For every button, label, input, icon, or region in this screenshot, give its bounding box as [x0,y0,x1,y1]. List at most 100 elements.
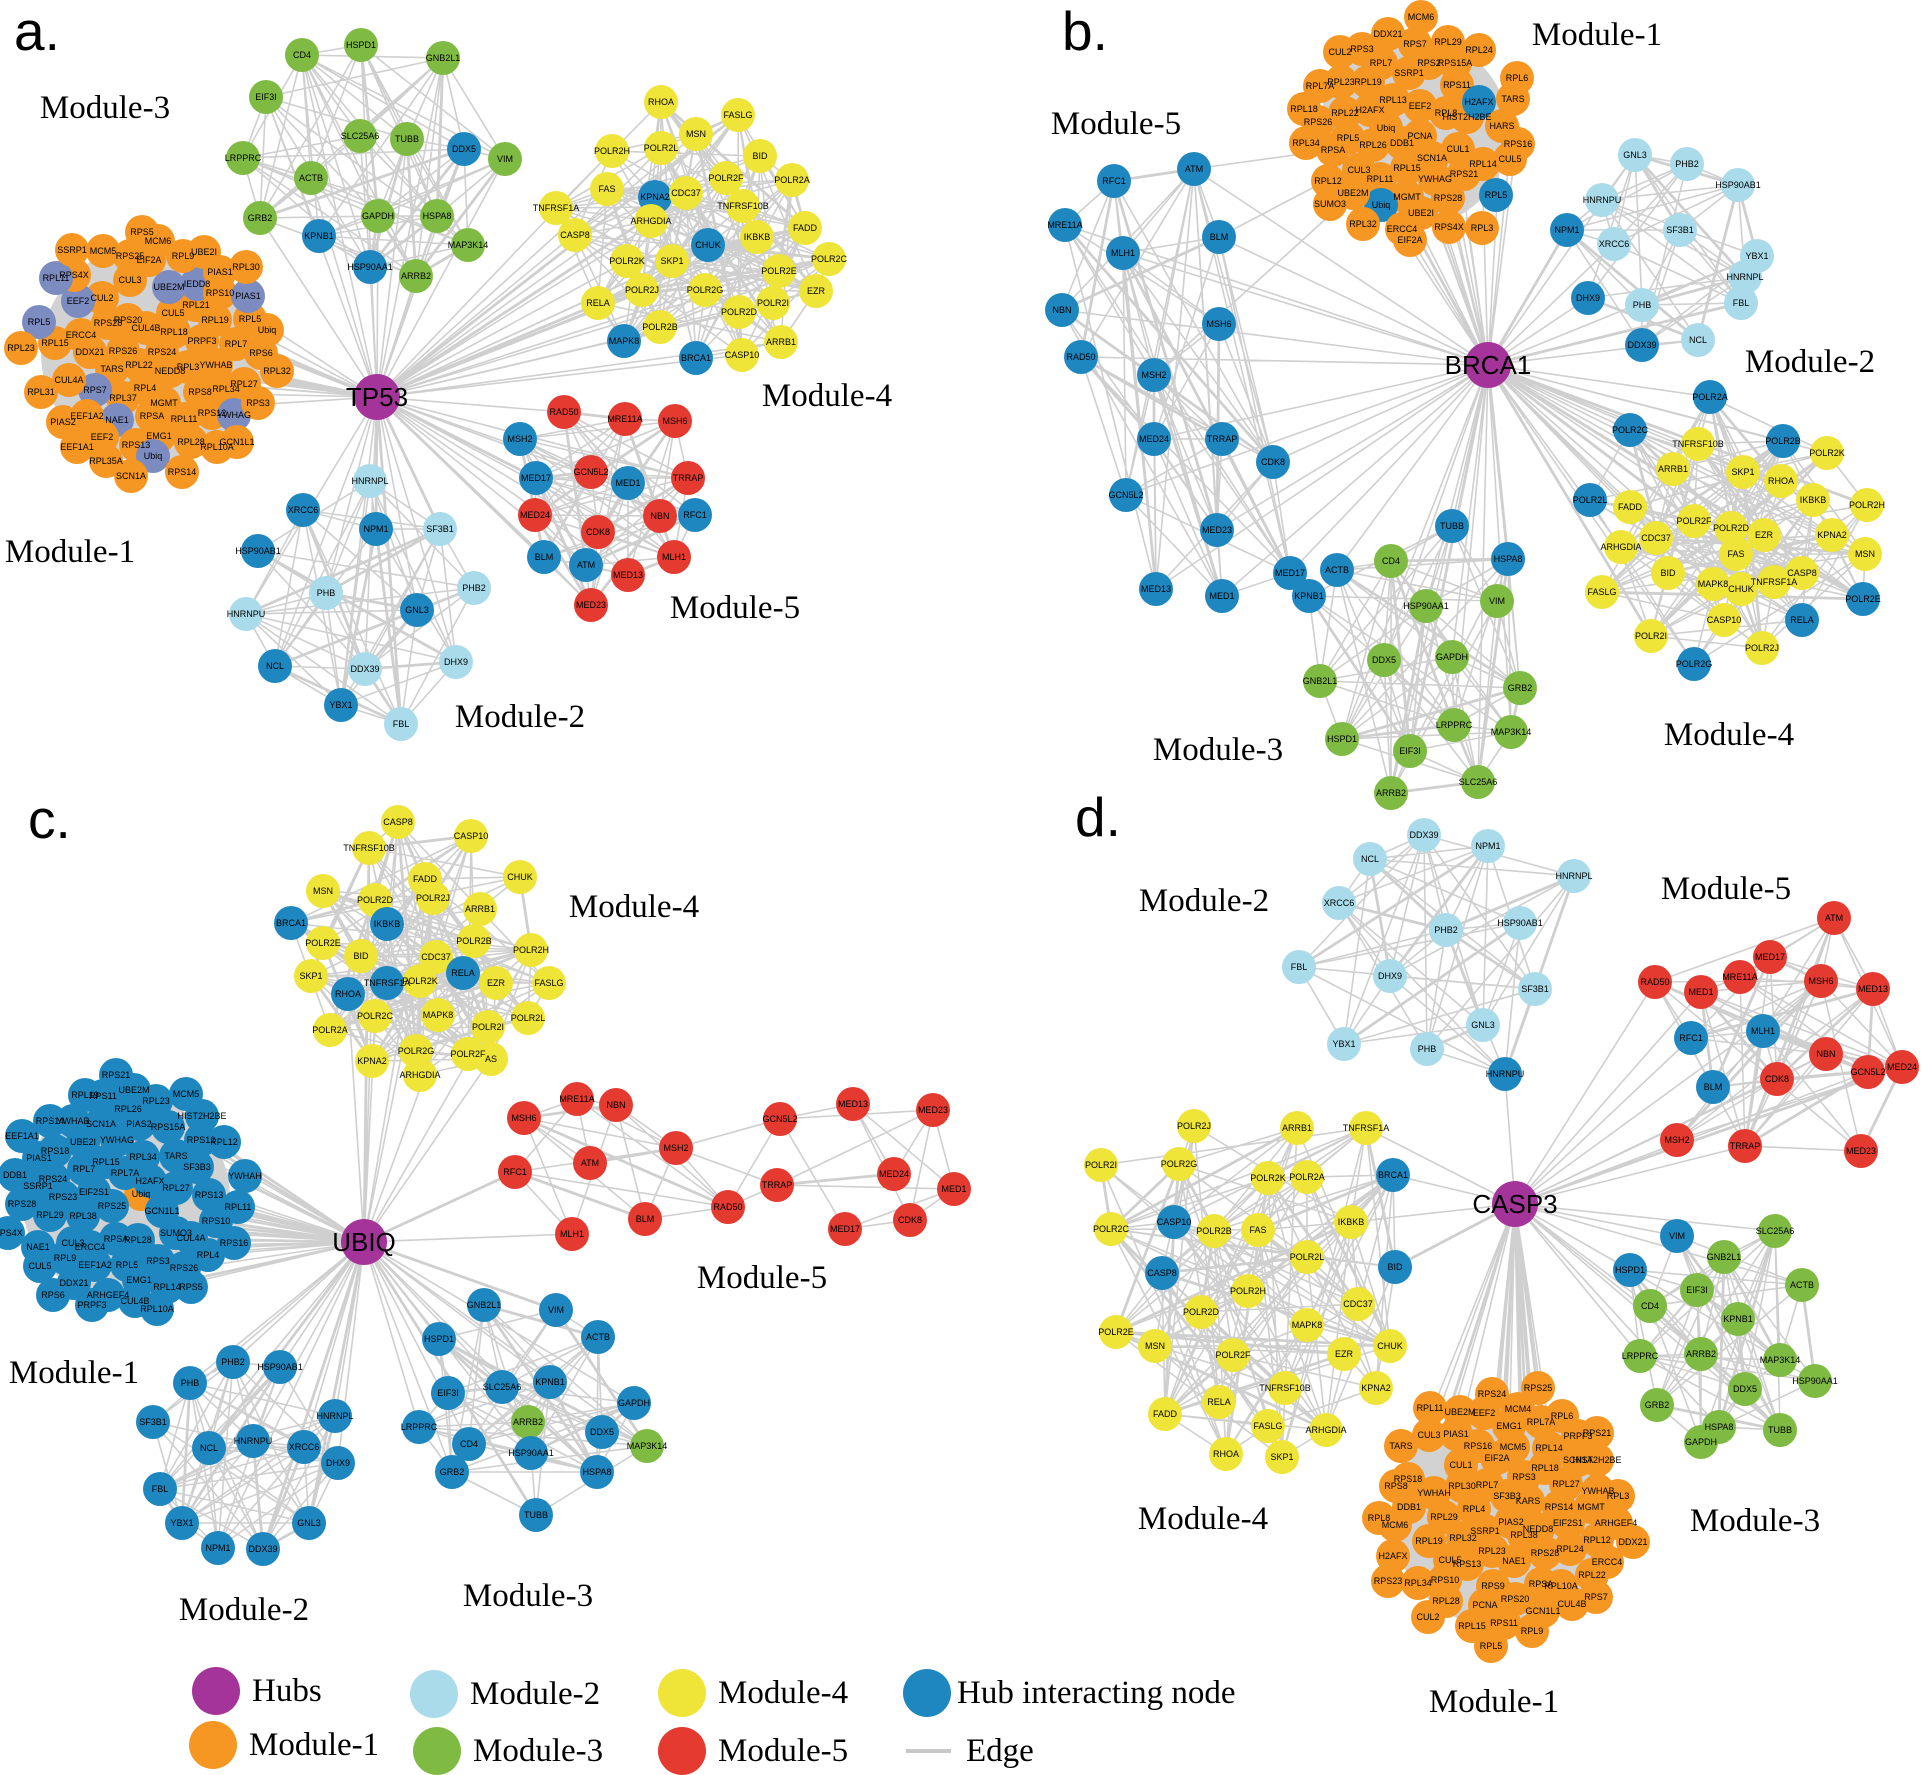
svg-text:POLR2C: POLR2C [811,254,848,264]
svg-text:RPS15A: RPS15A [151,1122,186,1132]
svg-text:VIM: VIM [497,154,513,164]
svg-text:MSH6: MSH6 [662,416,687,426]
svg-text:HARS: HARS [1489,121,1514,131]
svg-text:FADD: FADD [793,223,818,233]
svg-text:POLR2G: POLR2G [398,1046,435,1056]
svg-text:RPS18: RPS18 [41,1146,70,1156]
svg-text:HSP90AA1: HSP90AA1 [508,1448,554,1458]
svg-text:RPS15A: RPS15A [1438,58,1473,68]
svg-text:TARS: TARS [164,1151,187,1161]
svg-text:CDC37: CDC37 [1641,533,1671,543]
svg-text:POLR2B: POLR2B [1765,436,1801,446]
svg-text:SF3B3: SF3B3 [183,1162,211,1172]
svg-text:HNRNPL: HNRNPL [351,476,388,486]
svg-text:RPS13: RPS13 [195,1190,224,1200]
svg-text:MLH1: MLH1 [662,552,686,562]
svg-text:NCL: NCL [266,661,284,671]
svg-text:POLR2L: POLR2L [1290,1252,1325,1262]
svg-text:YBX1: YBX1 [170,1518,193,1528]
svg-text:RPL11: RPL11 [171,414,198,424]
svg-text:Module-5: Module-5 [1661,871,1791,907]
svg-text:RPS20: RPS20 [1501,1594,1530,1604]
svg-text:PIAS1: PIAS1 [235,291,261,301]
svg-text:NCL: NCL [1361,854,1379,864]
svg-text:RPL19: RPL19 [201,315,229,325]
svg-text:EIF2A: EIF2A [136,255,161,265]
svg-text:FAS: FAS [1727,549,1744,559]
svg-text:ARRB2: ARRB2 [1376,788,1406,798]
svg-text:CASP8: CASP8 [383,817,413,827]
svg-text:MAPK8: MAPK8 [423,1010,454,1020]
svg-text:FBL: FBL [1291,962,1308,972]
svg-text:SSRP1: SSRP1 [1394,68,1424,78]
svg-text:Ubiq: Ubiq [1377,123,1396,133]
svg-text:RPL34: RPL34 [212,384,240,394]
svg-text:RFC1: RFC1 [1102,176,1126,186]
svg-text:CUL5: CUL5 [1438,1555,1461,1565]
svg-text:EIF2S1: EIF2S1 [79,1187,109,1197]
svg-text:RPS25: RPS25 [98,1201,127,1211]
svg-text:RPL4: RPL4 [1463,1504,1486,1514]
svg-text:DDX39: DDX39 [1627,340,1656,350]
svg-text:Ubiq: Ubiq [144,451,163,461]
svg-text:GNB2L1: GNB2L1 [426,53,461,63]
svg-text:RPS7: RPS7 [83,385,107,395]
svg-text:HSP90AA1: HSP90AA1 [347,262,393,272]
svg-text:RPL5: RPL5 [1480,1641,1503,1651]
svg-text:HIST2H2BE: HIST2H2BE [1442,112,1491,122]
svg-text:SSRP1: SSRP1 [57,245,87,255]
svg-text:Hub interacting node: Hub interacting node [957,1675,1236,1711]
svg-text:RPL30: RPL30 [1448,1481,1476,1491]
svg-text:MED17: MED17 [830,1224,860,1234]
svg-text:DDX39: DDX39 [1409,830,1438,840]
svg-text:MLH1: MLH1 [1751,1026,1775,1036]
svg-text:GCN1L1: GCN1L1 [144,1206,179,1216]
svg-text:HSPD1: HSPD1 [1327,734,1357,744]
svg-text:SUMO3: SUMO3 [1314,199,1346,209]
svg-text:POLR2I: POLR2I [472,1022,504,1032]
svg-text:MED24: MED24 [879,1169,909,1179]
svg-text:RPL23: RPL23 [142,1096,170,1106]
svg-text:Module-3: Module-3 [473,1733,603,1769]
svg-text:FADD: FADD [1153,1409,1178,1419]
svg-text:AS: AS [485,1054,497,1064]
svg-text:RPL4: RPL4 [134,383,157,393]
svg-text:HSPD1: HSPD1 [424,1334,454,1344]
svg-text:LRPPRC: LRPPRC [225,153,262,163]
svg-text:CDK8: CDK8 [586,527,610,537]
svg-text:FAS: FAS [598,184,615,194]
svg-text:GCN5L2: GCN5L2 [573,467,608,477]
svg-text:LRPPRC: LRPPRC [1622,1351,1659,1361]
svg-text:RPS8: RPS8 [1384,1481,1408,1491]
svg-text:RPL6: RPL6 [1506,73,1529,83]
svg-text:RPS24: RPS24 [1478,1389,1507,1399]
svg-text:HNRNPL: HNRNPL [316,1411,353,1421]
svg-text:NBN: NBN [650,511,669,521]
svg-text:EZR: EZR [807,286,826,296]
svg-text:GCN5L2: GCN5L2 [762,1114,797,1124]
svg-text:TNFRSF1A: TNFRSF1A [1751,577,1798,587]
svg-text:MAP3K14: MAP3K14 [1491,727,1532,737]
svg-text:RPS11: RPS11 [89,1091,117,1101]
svg-text:MED13: MED13 [613,570,643,580]
svg-text:MSH2: MSH2 [1141,370,1166,380]
svg-text:TUBB: TUBB [1440,521,1464,531]
svg-text:MSH2: MSH2 [663,1143,688,1153]
svg-text:BID: BID [1387,1262,1403,1272]
svg-text:POLR2E: POLR2E [761,266,797,276]
svg-text:ERCC4: ERCC4 [66,330,97,340]
svg-text:POLR2J: POLR2J [625,285,659,295]
svg-text:RPL30: RPL30 [232,262,260,272]
svg-text:RPL3: RPL3 [1471,223,1494,233]
svg-text:MED23: MED23 [1202,525,1232,535]
svg-text:FASLG: FASLG [1587,587,1616,597]
svg-text:RPS16: RPS16 [1464,1441,1493,1451]
svg-text:NBN: NBN [1816,1049,1835,1059]
svg-text:PHB2: PHB2 [462,583,486,593]
svg-text:IKBKB: IKBKB [1338,1217,1365,1227]
svg-text:NPM1: NPM1 [363,524,388,534]
svg-text:FBL: FBL [393,719,410,729]
svg-text:RAD50: RAD50 [549,407,578,417]
svg-text:POLR2J: POLR2J [416,893,450,903]
svg-text:ACTB: ACTB [1325,565,1349,575]
